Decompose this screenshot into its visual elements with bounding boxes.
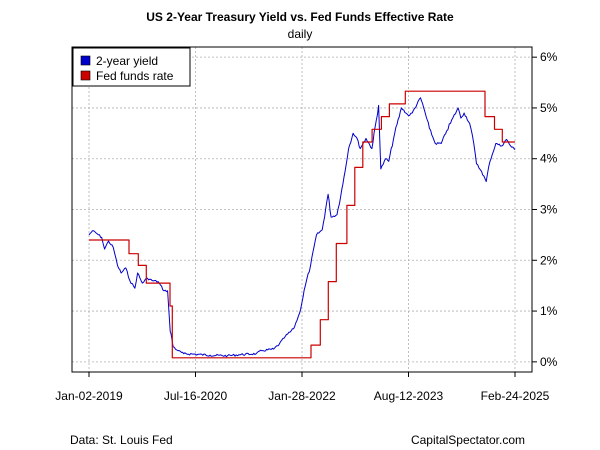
legend-swatch-fed-funds-rate <box>80 70 91 81</box>
x-axis: Jan-02-2019 Jul-16-2020 Jan-28-2022 Aug-12-… <box>55 372 550 403</box>
series-lines <box>88 90 516 359</box>
x-tick-label: Jan-02-2019 <box>55 389 123 403</box>
y-tick-label: 1% <box>540 304 558 318</box>
y-tick-label: 0% <box>540 355 558 369</box>
legend-swatch-2-year-yield <box>80 55 91 66</box>
legend-label-2-year-yield: 2-year yield <box>96 54 158 68</box>
chart-subtitle: daily <box>288 27 313 41</box>
grid-lines <box>72 47 532 372</box>
y-tick-label: 2% <box>540 253 558 267</box>
legend-label-fed-funds-rate: Fed funds rate <box>96 69 174 83</box>
legend: 2-year yield Fed funds rate <box>72 47 191 87</box>
y-axis: 0% 1% 2% 3% 4% 5% 6% <box>532 50 558 369</box>
y-tick-label: 6% <box>540 50 558 64</box>
x-tick-label: Feb-24-2025 <box>481 389 550 403</box>
y-tick-label: 4% <box>540 152 558 166</box>
x-tick-label: Jan-28-2022 <box>268 389 336 403</box>
y-tick-label: 3% <box>540 203 558 217</box>
series-line-2-year-yield <box>88 97 516 358</box>
chart-title: US 2-Year Treasury Yield vs. Fed Funds E… <box>146 10 454 24</box>
x-tick-label: Aug-12-2023 <box>374 389 444 403</box>
x-tick-label: Jul-16-2020 <box>164 389 228 403</box>
y-tick-label: 5% <box>540 101 558 115</box>
publisher-credit: CapitalSpectator.com <box>411 433 525 447</box>
series-line-fed-funds-rate <box>89 90 515 359</box>
source-note: Data: St. Louis Fed <box>70 433 173 447</box>
legend-box <box>72 47 191 87</box>
